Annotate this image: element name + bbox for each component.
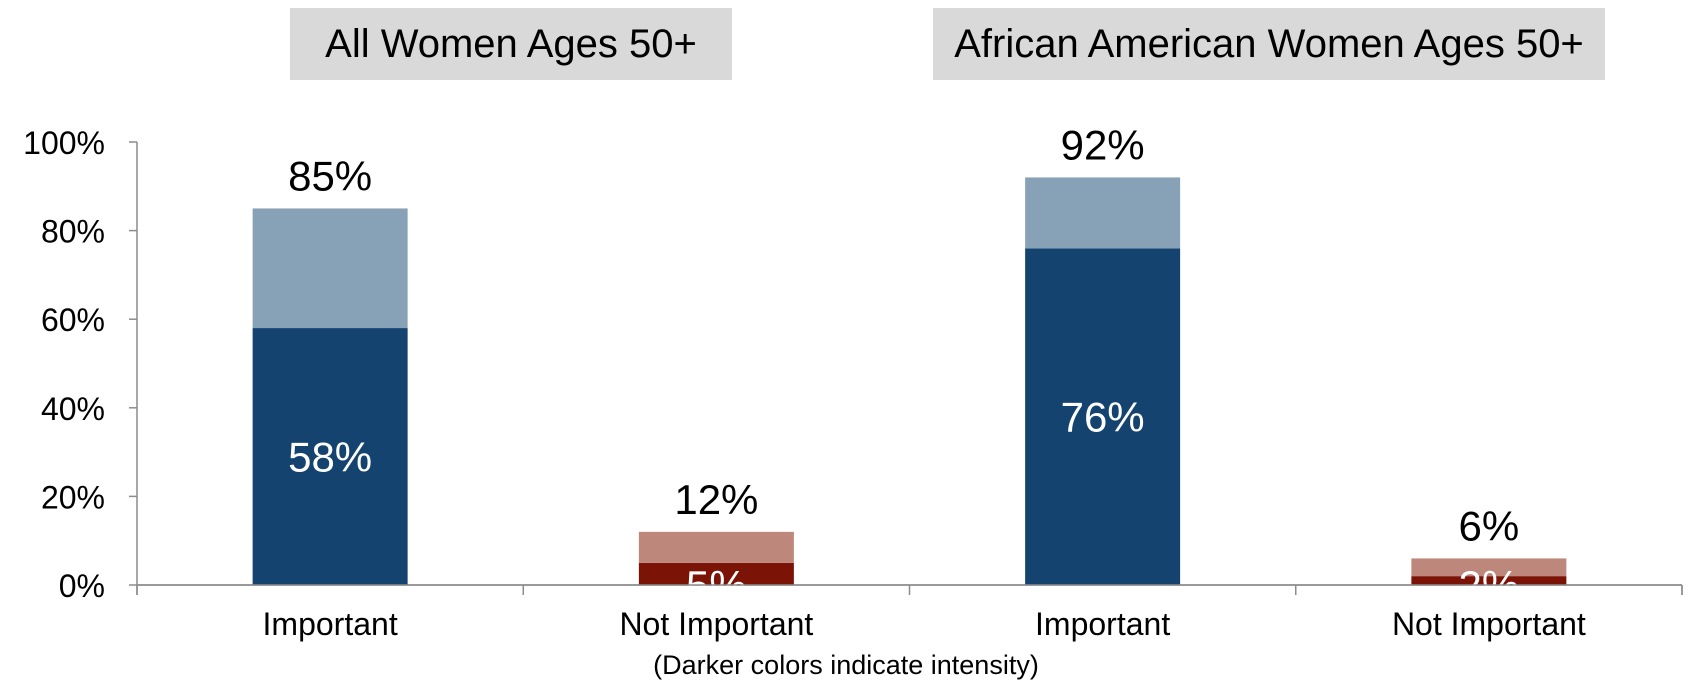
- total-data-label: 12%: [674, 476, 758, 523]
- bar-segment-somewhat: [638, 531, 794, 563]
- y-tick-label: 0%: [59, 568, 105, 604]
- bar-segment-somewhat: [252, 208, 408, 329]
- y-tick-label: 100%: [23, 125, 105, 161]
- x-category-label: Important: [1035, 606, 1170, 642]
- x-category-label: Not Important: [1392, 606, 1586, 642]
- group-header-label: African American Women Ages 50+: [954, 21, 1584, 66]
- group-header-label: All Women Ages 50+: [325, 21, 697, 66]
- bar-segment-strong: [638, 562, 794, 585]
- y-tick-label: 40%: [41, 391, 105, 427]
- total-data-label: 6%: [1459, 502, 1520, 549]
- total-data-label: 85%: [288, 152, 372, 199]
- total-data-label: 92%: [1061, 121, 1145, 168]
- group-header-african-american-women: African American Women Ages 50+: [933, 8, 1605, 80]
- intensity-data-label: 76%: [1061, 394, 1145, 441]
- bar-segment-somewhat: [1411, 558, 1567, 577]
- chart-note: (Darker colors indicate intensity): [653, 650, 1039, 680]
- x-category-label: Important: [263, 606, 398, 642]
- bar-segment-strong: [1025, 248, 1181, 585]
- bar-segment-somewhat: [1025, 177, 1181, 249]
- x-category-label: Not Important: [619, 606, 813, 642]
- y-tick-label: 20%: [41, 479, 105, 515]
- y-tick-label: 80%: [41, 214, 105, 250]
- group-header-all-women: All Women Ages 50+: [290, 8, 732, 80]
- bar-segment-strong: [252, 328, 408, 585]
- intensity-data-label: 58%: [288, 434, 372, 481]
- bar-segment-strong: [1411, 576, 1567, 585]
- y-tick-label: 60%: [41, 302, 105, 338]
